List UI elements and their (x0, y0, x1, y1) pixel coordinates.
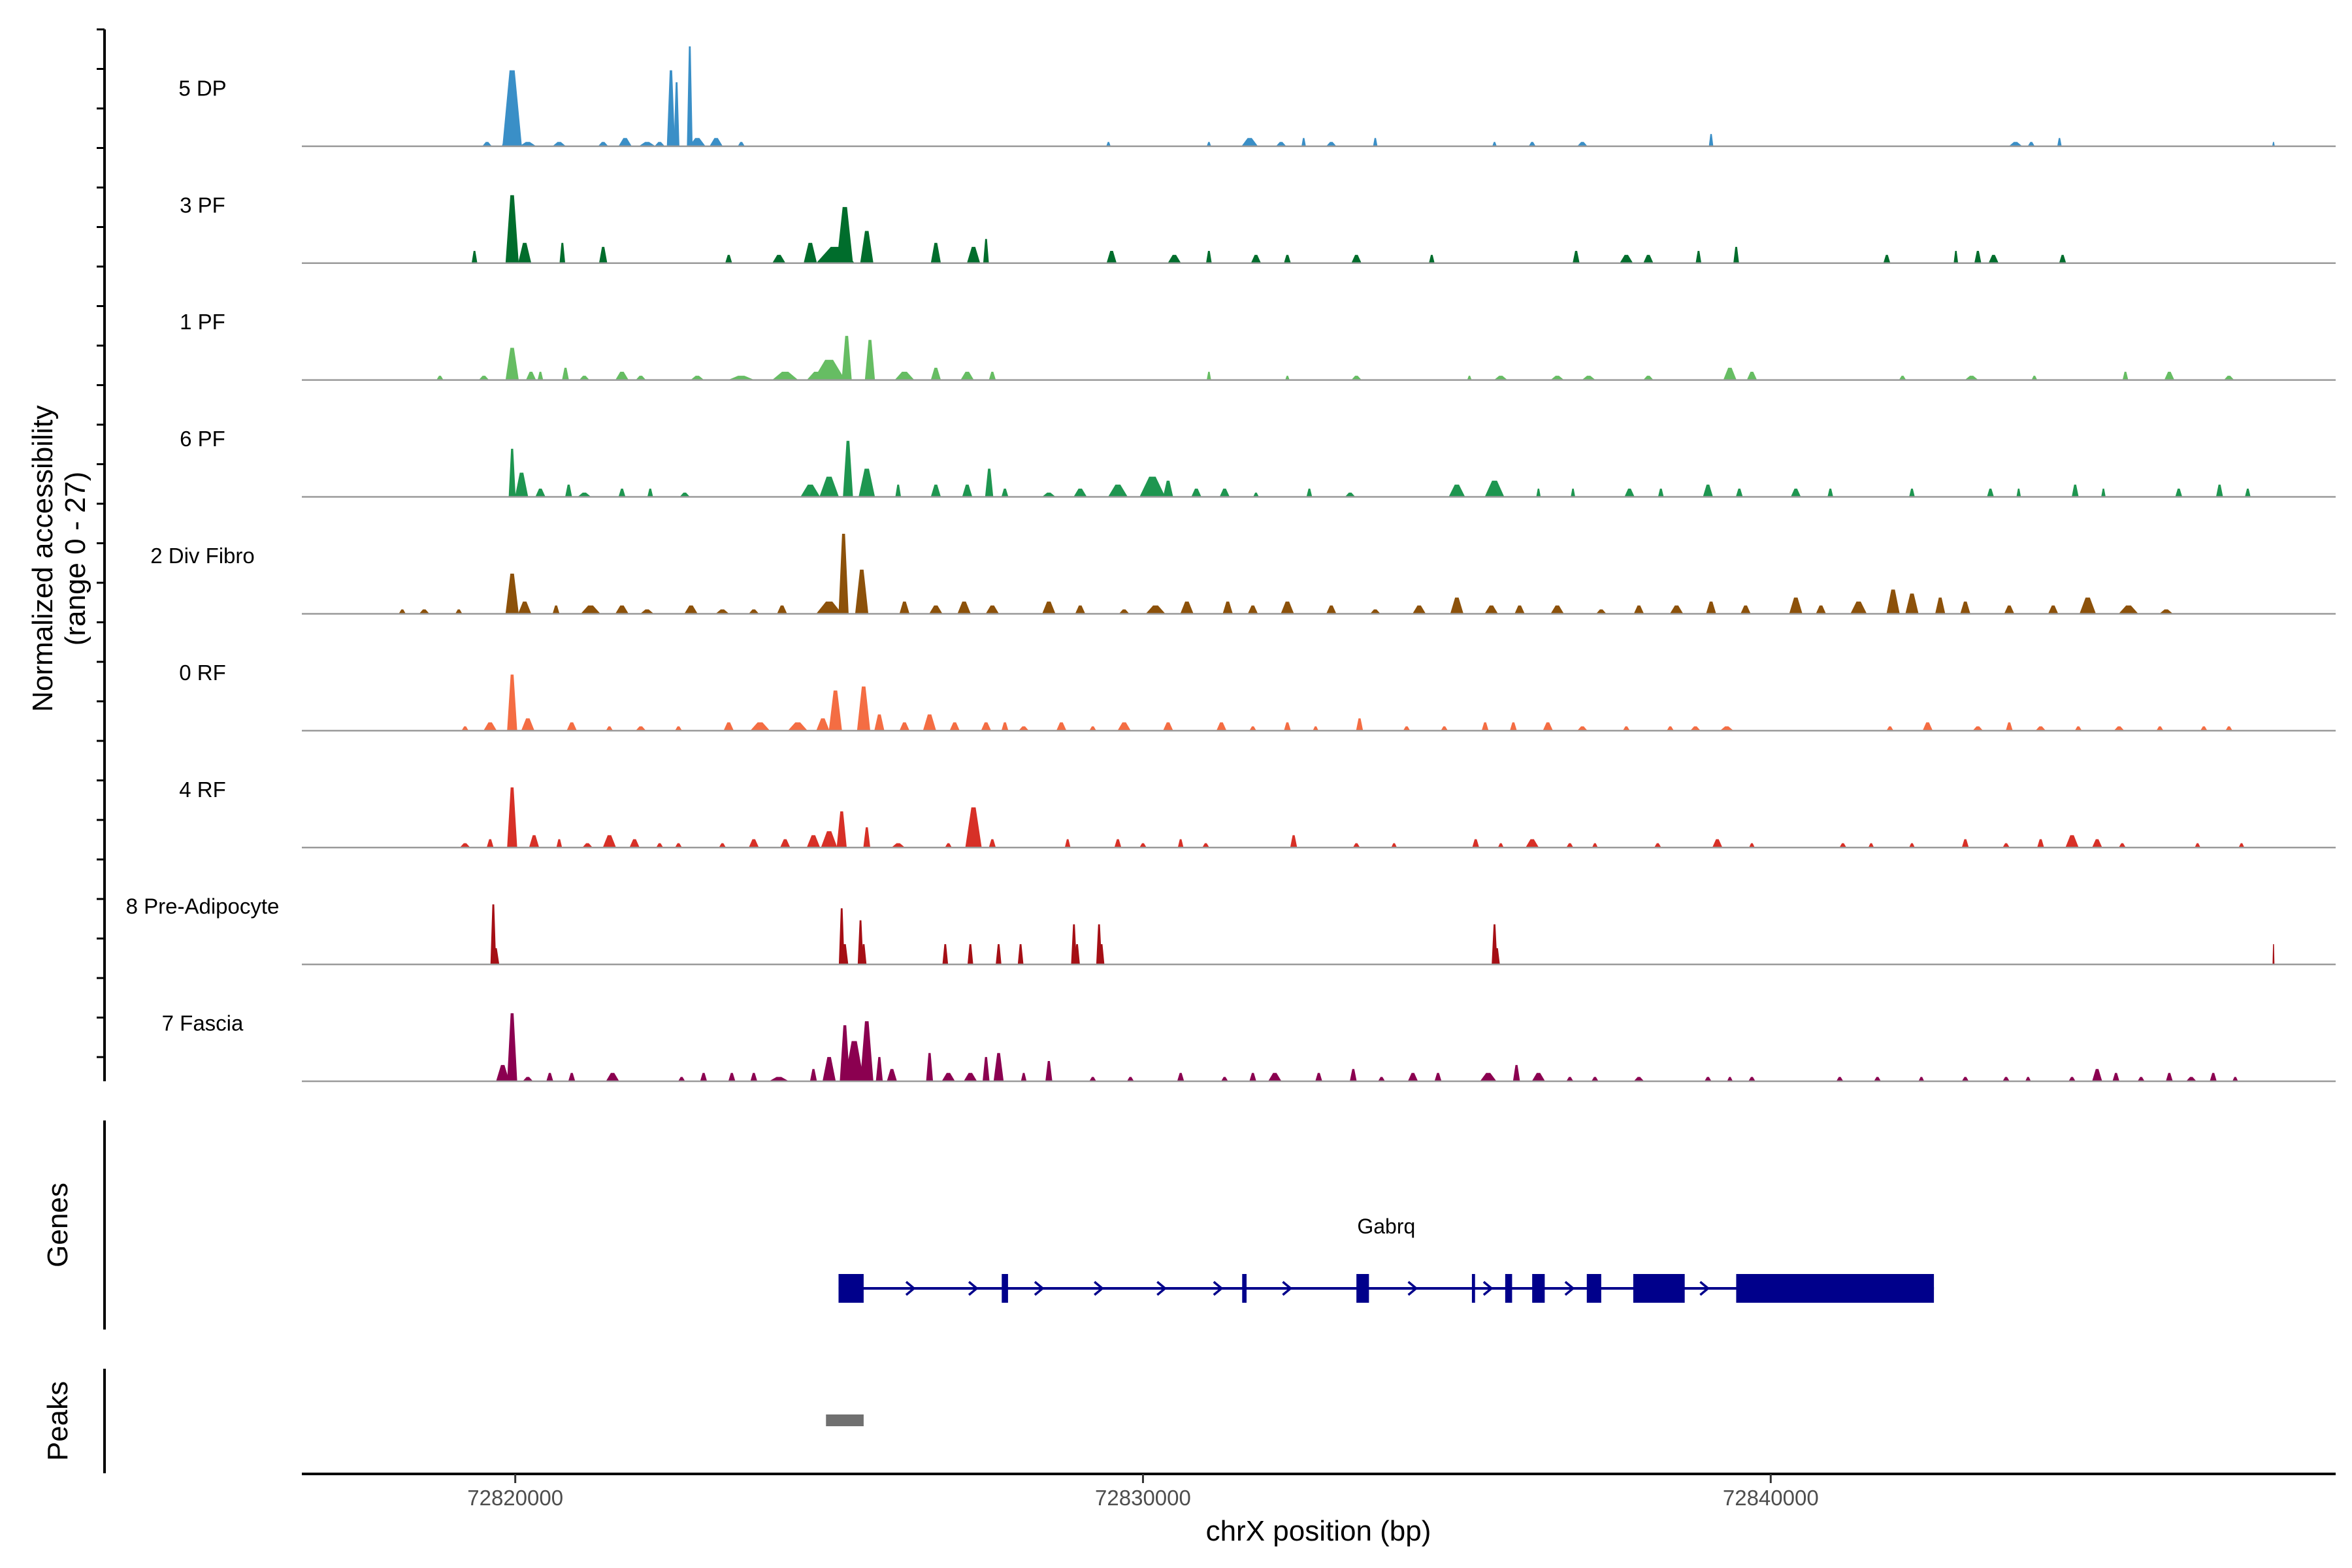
gene-exon (1736, 1274, 1935, 1303)
gene-exon (1002, 1274, 1008, 1303)
strand-arrow (1282, 1281, 1293, 1296)
x-tick-label: 72830000 (1095, 1486, 1191, 1510)
coverage-peak (2272, 944, 2275, 965)
x-tick-label: 72840000 (1723, 1486, 1819, 1510)
track-3-pf: 3 PF (180, 193, 2336, 265)
gene-exon (1532, 1274, 1545, 1303)
track-7-fascia: 7 Fascia (162, 1011, 2336, 1083)
y-axis-title: Normalized accessibility (range 0 - 27) (27, 405, 91, 711)
coverage-tracks: 5 DP 3 PF 1 PF 6 PF 2 Div Fibro 0 RF 4 RF 8 Pre… (126, 46, 2336, 1083)
x-axis-ticks: 72820000 72830000 72840000 (467, 1474, 1819, 1510)
gene-exon (1633, 1274, 1685, 1303)
gene-exon (1586, 1274, 1601, 1303)
peaks-panel-label: Peaks (42, 1381, 74, 1461)
track-label: 3 PF (180, 193, 225, 217)
track-label: 4 RF (179, 777, 226, 802)
track-6-pf: 6 PF (180, 427, 2336, 498)
strand-arrow (968, 1281, 979, 1296)
track-4-rf: 4 RF (179, 777, 2336, 849)
coverage-y-ticks (97, 28, 105, 1058)
track-label: 7 Fascia (162, 1011, 244, 1036)
track-label: 5 DP (178, 76, 226, 100)
gene-exon (1471, 1274, 1475, 1303)
strand-arrow (1213, 1281, 1224, 1296)
strand-arrow (905, 1281, 916, 1296)
track-0-rf: 0 RF (179, 661, 2336, 732)
track-label: 6 PF (180, 427, 225, 451)
gene-model (838, 1274, 1935, 1303)
x-axis: 72820000 72830000 72840000 chrX position (… (302, 1473, 2336, 1547)
strand-arrow (1482, 1281, 1494, 1296)
track-label: 1 PF (180, 310, 225, 334)
y-axis-title-line1: Normalized accessibility (27, 405, 59, 711)
strand-arrow (1094, 1281, 1104, 1296)
track-label: 0 RF (179, 661, 226, 685)
gene-name-label: Gabrq (1357, 1215, 1415, 1238)
strand-arrow (1564, 1281, 1575, 1296)
track-label: 8 Pre-Adipocyte (126, 894, 280, 919)
strand-arrow (1699, 1281, 1710, 1296)
gene-exon (1505, 1274, 1512, 1303)
genes-panel: Genes Gabrq (42, 1120, 1935, 1330)
peaks-panel: Peaks (42, 1369, 864, 1473)
gene-exon (1356, 1274, 1369, 1303)
gene-exon (838, 1274, 864, 1303)
x-tick-label: 72820000 (467, 1486, 563, 1510)
peak-region (826, 1414, 864, 1426)
track-8-pre-adipocyte: 8 Pre-Adipocyte (126, 894, 2336, 966)
x-axis-title: chrX position (bp) (1206, 1515, 1431, 1547)
strand-arrow (1156, 1281, 1168, 1296)
gene-exon (1242, 1274, 1247, 1303)
track-5-dp: 5 DP (178, 46, 2336, 148)
peak-regions (826, 1414, 864, 1426)
track-2-div-fibro: 2 Div Fibro (150, 534, 2336, 615)
track-1-pf: 1 PF (180, 310, 2336, 381)
track-label: 2 Div Fibro (150, 544, 255, 568)
genes-panel-label: Genes (42, 1183, 74, 1267)
strand-arrow (1407, 1281, 1418, 1296)
y-axis-title-line2: (range 0 - 27) (59, 472, 91, 646)
strand-arrow (1034, 1281, 1045, 1296)
